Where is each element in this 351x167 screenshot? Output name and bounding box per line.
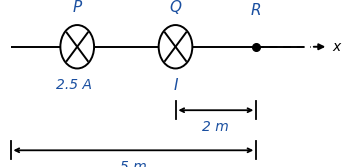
Text: I: I: [173, 78, 178, 94]
Ellipse shape: [159, 25, 192, 68]
Text: Q: Q: [170, 0, 181, 15]
Text: 2.5 A: 2.5 A: [56, 78, 92, 93]
Ellipse shape: [60, 25, 94, 68]
Text: P: P: [73, 0, 82, 15]
Text: 5 m: 5 m: [120, 160, 147, 167]
Text: R: R: [251, 3, 261, 18]
Text: x: x: [333, 40, 341, 54]
Text: 2 m: 2 m: [203, 120, 229, 134]
